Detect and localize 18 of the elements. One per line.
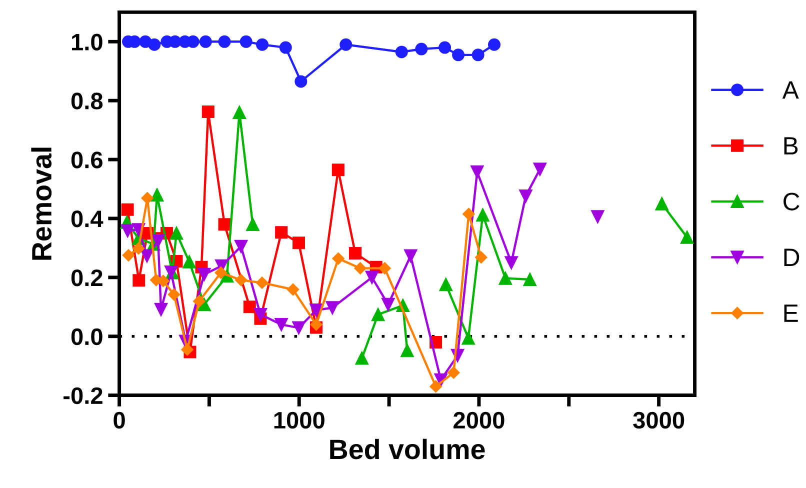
y-tick-label: 0.4 — [71, 210, 104, 228]
y-tick-label: 0.2 — [71, 269, 102, 286]
y-tick-label: -0.2 — [64, 387, 102, 404]
legend-label: D — [784, 248, 800, 266]
y-tick-label: 1.0 — [72, 34, 102, 50]
legend-label: E — [784, 304, 798, 322]
x-tick-label: 0 — [114, 412, 125, 429]
y-tick-label: 0.0 — [71, 328, 102, 346]
x-axis-title: Bed volume — [330, 438, 485, 460]
legend-label: B — [784, 137, 798, 154]
x-tick-label: 2000 — [454, 412, 504, 429]
legend-label: C — [784, 192, 800, 210]
y-tick-label: 0.8 — [71, 92, 103, 110]
legend-label: A — [782, 81, 799, 99]
x-tick-label: 1000 — [274, 412, 324, 429]
y-axis-title: Removal — [31, 148, 52, 260]
x-tick-label: 3000 — [633, 412, 684, 429]
y-tick-label: 0.6 — [71, 152, 102, 168]
